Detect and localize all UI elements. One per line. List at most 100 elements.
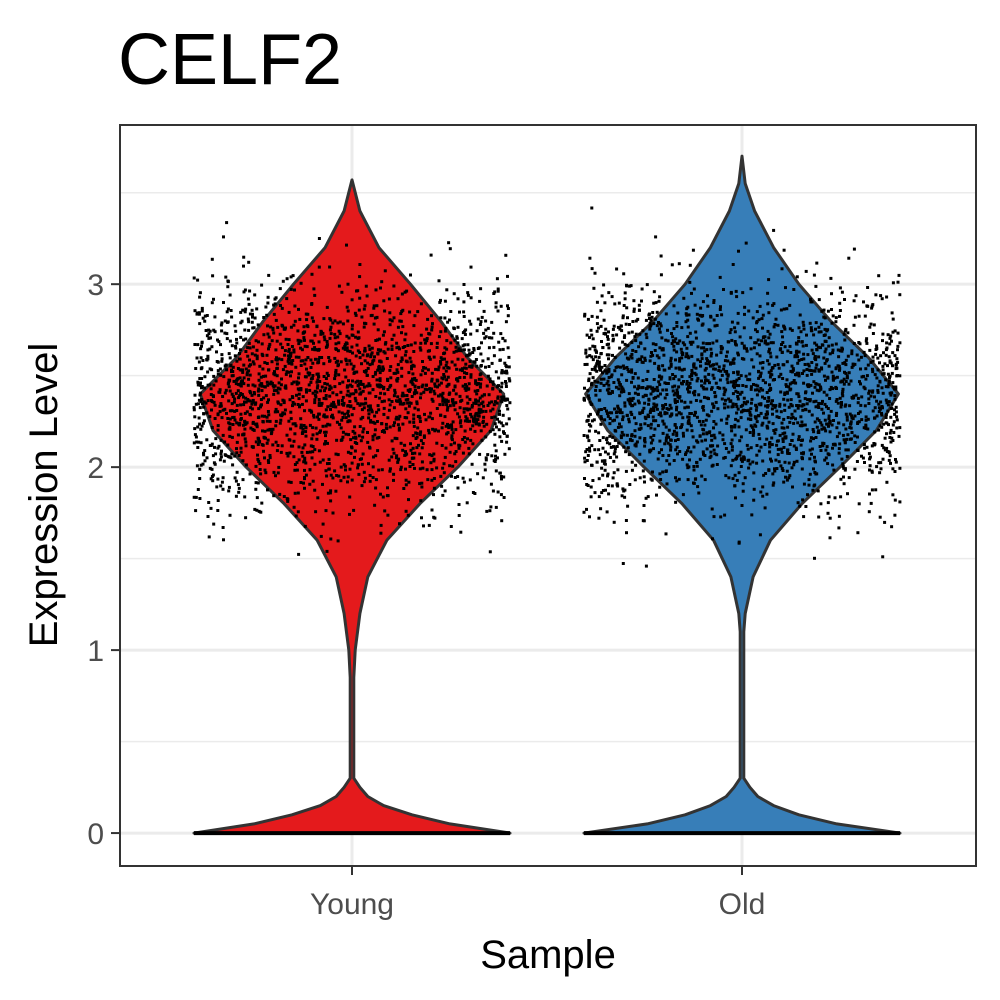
cell-point (882, 446, 886, 450)
cell-point (745, 347, 748, 351)
cell-point (474, 379, 478, 383)
cell-point (794, 417, 797, 421)
cell-point (354, 335, 358, 339)
cell-point (261, 429, 264, 433)
cell-point (254, 481, 258, 485)
cell-point (630, 352, 634, 356)
cell-point (256, 481, 260, 485)
cell-point (219, 438, 223, 442)
cell-point (656, 394, 660, 398)
cell-point (458, 406, 462, 410)
cell-point (409, 273, 412, 277)
cell-point (319, 403, 323, 407)
cell-point (893, 513, 897, 517)
cell-point (852, 394, 856, 398)
cell-point (608, 411, 612, 415)
cell-point (766, 291, 770, 295)
cell-point (686, 335, 690, 339)
cell-point (263, 385, 267, 389)
cell-point (323, 338, 327, 342)
cell-point (484, 319, 488, 323)
cell-point (763, 339, 767, 343)
cell-point (378, 337, 381, 341)
cell-point (392, 451, 396, 455)
cell-point (484, 328, 488, 332)
cell-point (346, 282, 350, 286)
cell-point (500, 400, 504, 404)
cell-point (665, 382, 669, 385)
cell-point (346, 389, 350, 393)
cell-point (824, 347, 828, 351)
cell-point (346, 409, 350, 413)
cell-point (393, 421, 396, 425)
cell-point (584, 348, 588, 352)
cell-point (814, 358, 818, 362)
cell-point (731, 263, 735, 266)
cell-point (681, 493, 685, 497)
cell-point (226, 280, 230, 284)
cell-point (726, 359, 730, 363)
cell-point (299, 281, 303, 285)
cell-point (227, 455, 231, 459)
cell-point (672, 344, 676, 348)
cell-point (613, 418, 616, 422)
cell-point (659, 254, 663, 258)
cell-point (729, 442, 733, 446)
cell-point (449, 525, 453, 528)
cell-point (898, 374, 902, 378)
cell-point (394, 456, 398, 460)
cell-point (627, 420, 631, 424)
cell-point (496, 309, 500, 313)
cell-point (413, 376, 417, 380)
cell-point (420, 485, 424, 489)
cell-point (352, 392, 356, 396)
cell-point (197, 360, 201, 364)
cell-point (587, 414, 591, 418)
cell-point (350, 345, 354, 349)
cell-point (822, 315, 826, 319)
cell-point (890, 406, 894, 410)
cell-point (883, 520, 887, 524)
cell-point (452, 327, 456, 331)
cell-point (390, 348, 394, 351)
cell-point (868, 468, 871, 472)
cell-point (331, 321, 335, 325)
cell-point (198, 295, 202, 299)
cell-point (354, 354, 358, 358)
cell-point (257, 407, 261, 411)
cell-point (199, 347, 203, 351)
cell-point (837, 355, 841, 359)
cell-point (411, 434, 415, 438)
cell-point (637, 345, 641, 349)
cell-point (847, 256, 851, 260)
cell-point (801, 498, 805, 502)
cell-point (297, 445, 301, 449)
cell-point (274, 419, 278, 423)
cell-point (689, 424, 693, 428)
cell-point (432, 459, 436, 463)
cell-point (611, 353, 614, 357)
cell-point (350, 413, 354, 417)
cell-point (625, 433, 629, 437)
cell-point (483, 393, 486, 397)
cell-point (709, 450, 713, 454)
cell-point (463, 333, 467, 336)
cell-point (306, 325, 310, 329)
cell-point (787, 476, 791, 480)
cell-point (603, 407, 607, 410)
cell-point (450, 360, 454, 364)
cell-point (787, 385, 791, 389)
cell-point (433, 392, 437, 396)
cell-point (255, 496, 259, 500)
cell-point (713, 391, 717, 394)
cell-point (387, 408, 391, 412)
cell-point (375, 436, 379, 440)
cell-point (400, 292, 404, 296)
cell-point (412, 350, 416, 353)
cell-point (663, 381, 667, 385)
cell-point (353, 425, 357, 429)
cell-point (308, 450, 312, 454)
cell-point (279, 413, 283, 417)
cell-point (256, 323, 260, 327)
cell-point (594, 388, 598, 392)
